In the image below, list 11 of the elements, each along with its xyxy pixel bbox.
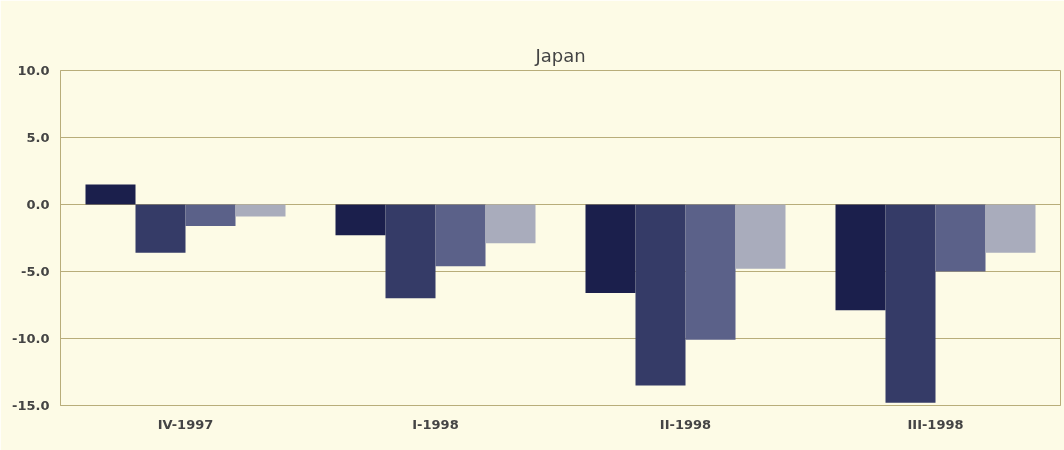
y-tick-label: -15.0 — [12, 398, 50, 413]
x-tick-label: II-1998 — [659, 416, 712, 432]
y-tick-label: -10.0 — [12, 331, 50, 346]
x-tick-label: IV-1997 — [157, 416, 214, 432]
y-tick-label: 0.0 — [26, 197, 50, 212]
y-tick-label: -5.0 — [21, 264, 50, 279]
y-tick-label: 10.0 — [17, 63, 50, 78]
x-tick-label: I-1998 — [412, 416, 459, 432]
x-tick-label: III-1998 — [907, 416, 964, 432]
chart-title: Japan — [534, 44, 586, 66]
y-tick-label: 5.0 — [26, 130, 50, 145]
